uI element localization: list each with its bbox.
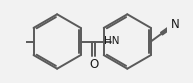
Text: O: O bbox=[89, 58, 98, 71]
Text: HN: HN bbox=[104, 36, 120, 46]
Text: N: N bbox=[170, 18, 179, 31]
